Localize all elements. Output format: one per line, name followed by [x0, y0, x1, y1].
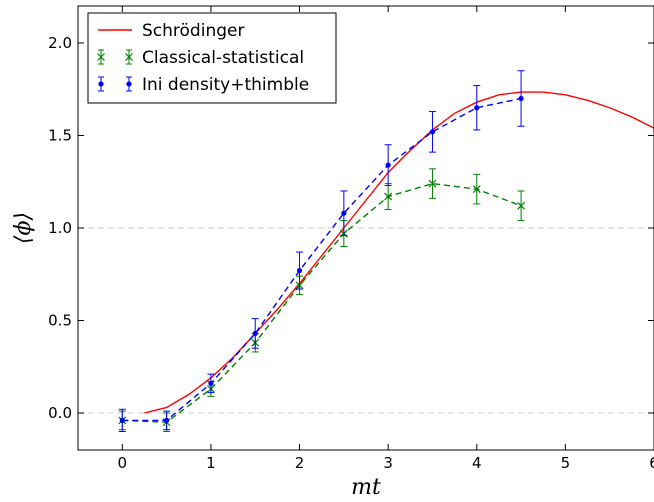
- legend-label: Ini density+thimble: [142, 75, 309, 95]
- y-tick-label: 0.5: [48, 312, 72, 330]
- x-tick-label: 1: [206, 454, 216, 472]
- x-tick-label: 6: [649, 454, 654, 472]
- series-2: [118, 70, 525, 432]
- series-line: [122, 182, 522, 423]
- data-point: [472, 185, 481, 194]
- legend-marker: [126, 81, 132, 87]
- series-layer: [118, 70, 654, 432]
- legend-marker: [125, 53, 133, 61]
- y-tick-label: 2.0: [48, 34, 72, 52]
- y-tick-label: 1.0: [48, 219, 72, 237]
- data-point: [296, 267, 303, 274]
- legend-item-0: Schrödinger: [98, 21, 244, 41]
- data-point: [119, 417, 125, 423]
- x-tick-label: 5: [561, 454, 571, 472]
- x-tick-label: 3: [383, 454, 393, 472]
- marker-stroke: [384, 192, 393, 201]
- legend-label: Schrödinger: [142, 21, 244, 41]
- y-axis-label: ⟨ϕ⟩: [11, 212, 36, 244]
- legend-item-1: Classical-statistical: [97, 48, 304, 68]
- data-point: [385, 162, 391, 168]
- series-line: [144, 91, 654, 414]
- legend-marker: [97, 53, 105, 61]
- marker-stroke: [472, 185, 481, 194]
- data-point: [164, 417, 170, 423]
- legend-entries: Schrödinger Classical-statistical Ini dens…: [97, 21, 309, 95]
- legend-label: Classical-statistical: [142, 48, 304, 68]
- data-point: [474, 105, 480, 111]
- data-point: [252, 330, 258, 337]
- data-point: [208, 380, 214, 386]
- data-point: [428, 179, 437, 188]
- marker-stroke: [428, 179, 437, 188]
- data-point: [341, 210, 347, 216]
- data-point: [384, 192, 393, 201]
- x-tick-label: 0: [118, 454, 128, 472]
- y-tick-label: 0.0: [48, 404, 72, 422]
- series-line: [122, 97, 522, 422]
- legend-marker: [98, 81, 104, 87]
- data-point: [518, 95, 524, 102]
- legend-item-2: Ini density+thimble: [98, 75, 309, 95]
- x-tick-label: 2: [295, 454, 305, 472]
- y-tick-label: 1.5: [48, 127, 72, 145]
- ticks-layer: 0 1 2 3 4 5 6 0.0 0.5 1.0 1.5 2.0: [48, 6, 654, 472]
- reference-lines: [78, 227, 654, 414]
- data-point: [517, 201, 526, 210]
- marker-stroke: [517, 201, 526, 210]
- legend: Schrödinger Classical-statistical Ini dens…: [87, 12, 337, 104]
- x-tick-label: 4: [472, 454, 482, 472]
- x-axis-label: mt: [351, 475, 381, 500]
- series-0: [144, 91, 654, 414]
- data-point: [429, 129, 436, 135]
